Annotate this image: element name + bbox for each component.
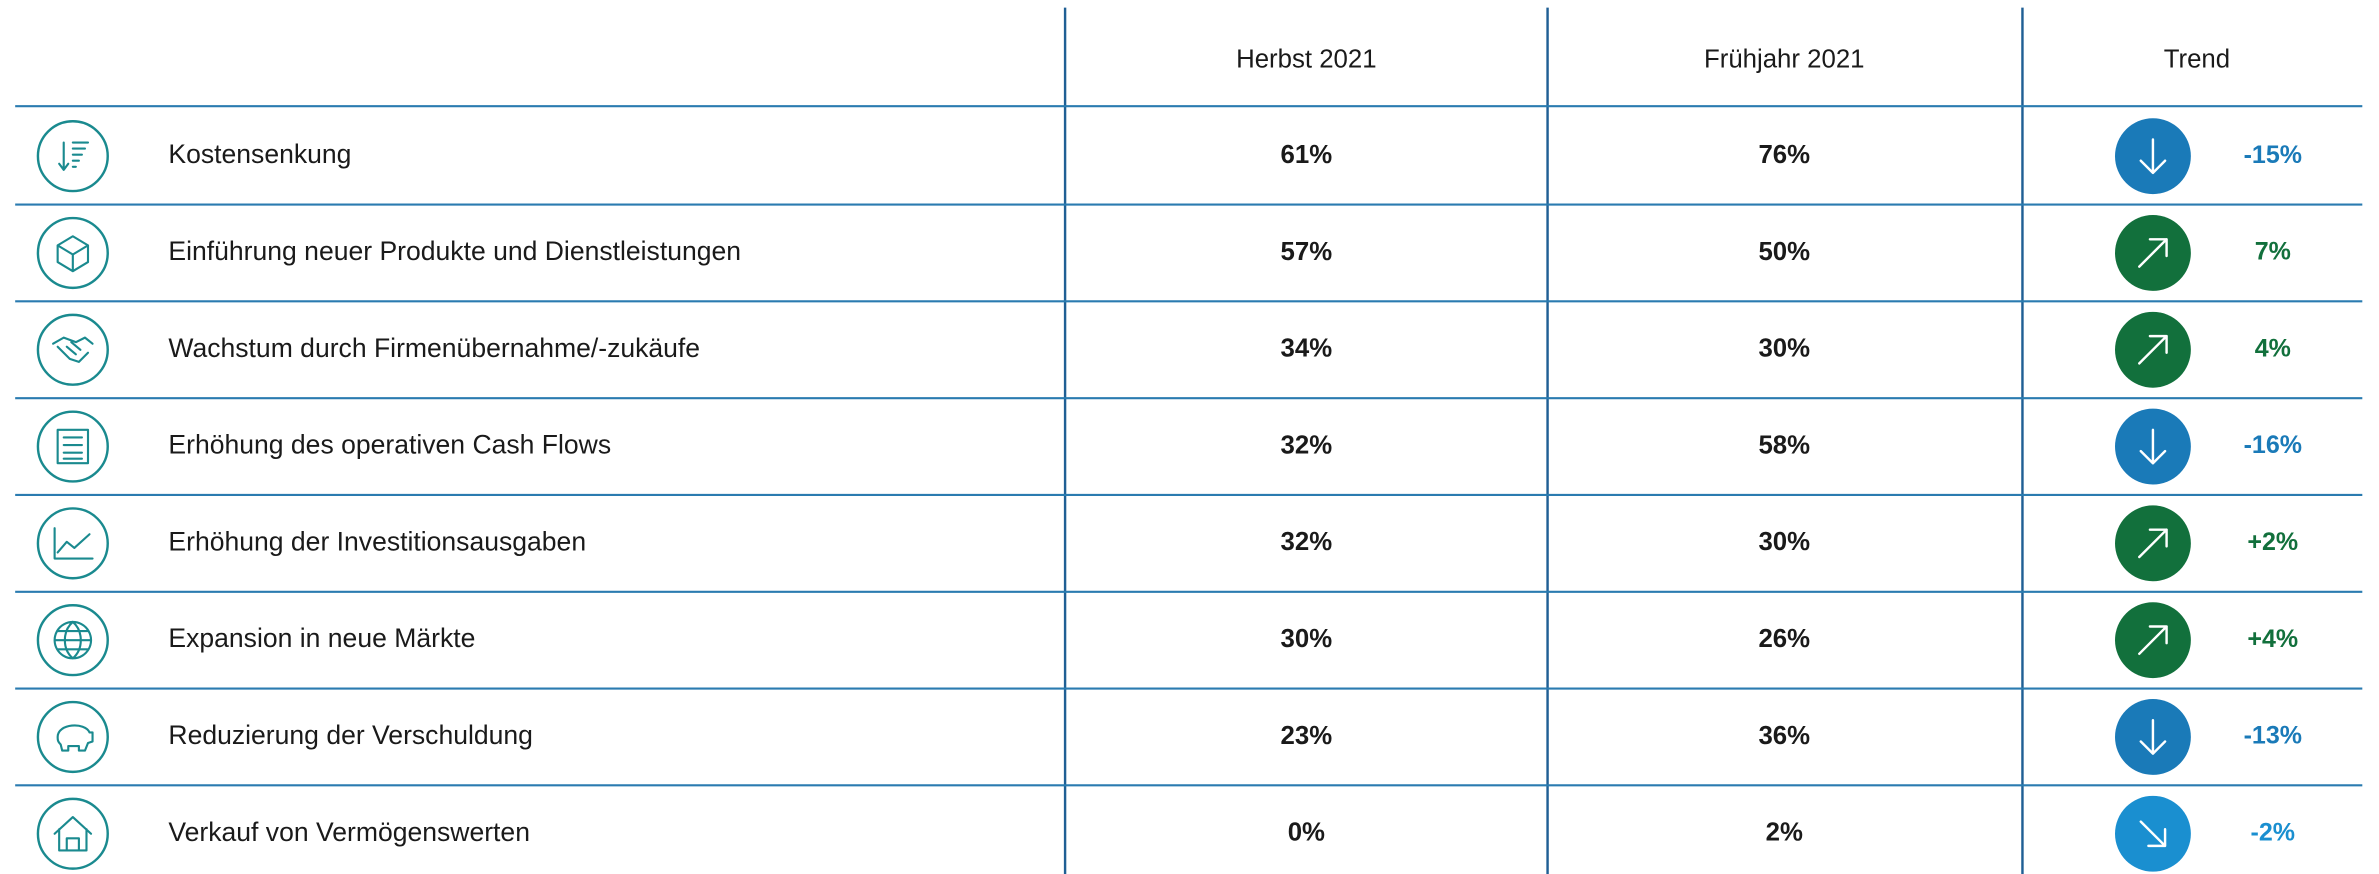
header-cell: Frühjahr 2021 xyxy=(1704,46,1865,74)
row-icon-ring xyxy=(36,507,109,580)
trend-value: +2% xyxy=(2247,528,2298,556)
cell-value: 34% xyxy=(1281,335,1333,363)
row-icon-ring xyxy=(36,313,109,386)
cell-value: 32% xyxy=(1281,431,1333,459)
header-cell: Trend xyxy=(2164,46,2230,74)
row-icon xyxy=(53,620,93,660)
trend-arrow xyxy=(2138,528,2168,559)
row-icon xyxy=(58,141,90,171)
trend-arrow xyxy=(2138,625,2168,656)
cell-value: 61% xyxy=(1281,141,1333,169)
row-icon-ring xyxy=(36,410,109,483)
row-icon xyxy=(53,816,93,852)
row-label: Expansion in neue Märkte xyxy=(168,623,475,653)
header-cell: Herbst 2021 xyxy=(1236,46,1376,74)
row-icon xyxy=(56,428,90,465)
trend-arrow xyxy=(2139,138,2167,175)
row-icon xyxy=(52,336,94,363)
trend-value: +4% xyxy=(2247,625,2298,653)
row-icon xyxy=(56,724,94,752)
row-label: Erhöhung des operativen Cash Flows xyxy=(168,430,611,460)
trend-arrow xyxy=(2139,820,2167,848)
row-label: Erhöhung der Investitionsausgaben xyxy=(168,526,586,556)
cell-value: 26% xyxy=(1758,625,1810,653)
row-icon-ring xyxy=(36,797,109,870)
row-icon xyxy=(56,235,90,273)
trend-value: -2% xyxy=(2251,818,2296,846)
trend-value: 7% xyxy=(2255,238,2291,266)
trend-arrow xyxy=(2139,428,2167,465)
trend-arrow xyxy=(2138,238,2168,268)
cell-value: 50% xyxy=(1758,238,1810,266)
cell-value: 2% xyxy=(1766,819,1803,847)
trend-arrow xyxy=(2139,719,2167,755)
row-label: Kostensenkung xyxy=(168,139,351,169)
row-icon xyxy=(53,527,94,560)
trend-value: -13% xyxy=(2244,722,2302,750)
cell-value: 36% xyxy=(1758,722,1810,750)
cell-value: 0% xyxy=(1288,819,1325,847)
cell-value: 30% xyxy=(1758,528,1810,556)
row-label: Reduzierung der Verschuldung xyxy=(168,720,533,750)
row-icon-ring xyxy=(36,120,109,193)
trend-value: -16% xyxy=(2244,431,2302,459)
cell-value: 30% xyxy=(1281,625,1333,653)
trend-value: -15% xyxy=(2244,141,2302,169)
cell-value: 32% xyxy=(1281,528,1333,556)
row-label: Wachstum durch Firmenübernahme/-zukäufe xyxy=(168,333,700,363)
row-icon-ring xyxy=(36,216,109,290)
row-label: Verkauf von Vermögenswerten xyxy=(168,817,530,847)
cell-value: 30% xyxy=(1758,335,1810,363)
cell-value: 76% xyxy=(1758,141,1810,169)
cell-value: 57% xyxy=(1281,238,1333,266)
row-icon-ring xyxy=(36,700,109,774)
cell-value: 23% xyxy=(1281,722,1333,750)
trend-arrow xyxy=(2138,334,2168,365)
trend-value: 4% xyxy=(2255,334,2291,362)
row-label: Einführung neuer Produkte und Dienstleis… xyxy=(168,236,741,266)
row-icon-ring xyxy=(36,604,109,677)
cell-value: 58% xyxy=(1758,431,1810,459)
